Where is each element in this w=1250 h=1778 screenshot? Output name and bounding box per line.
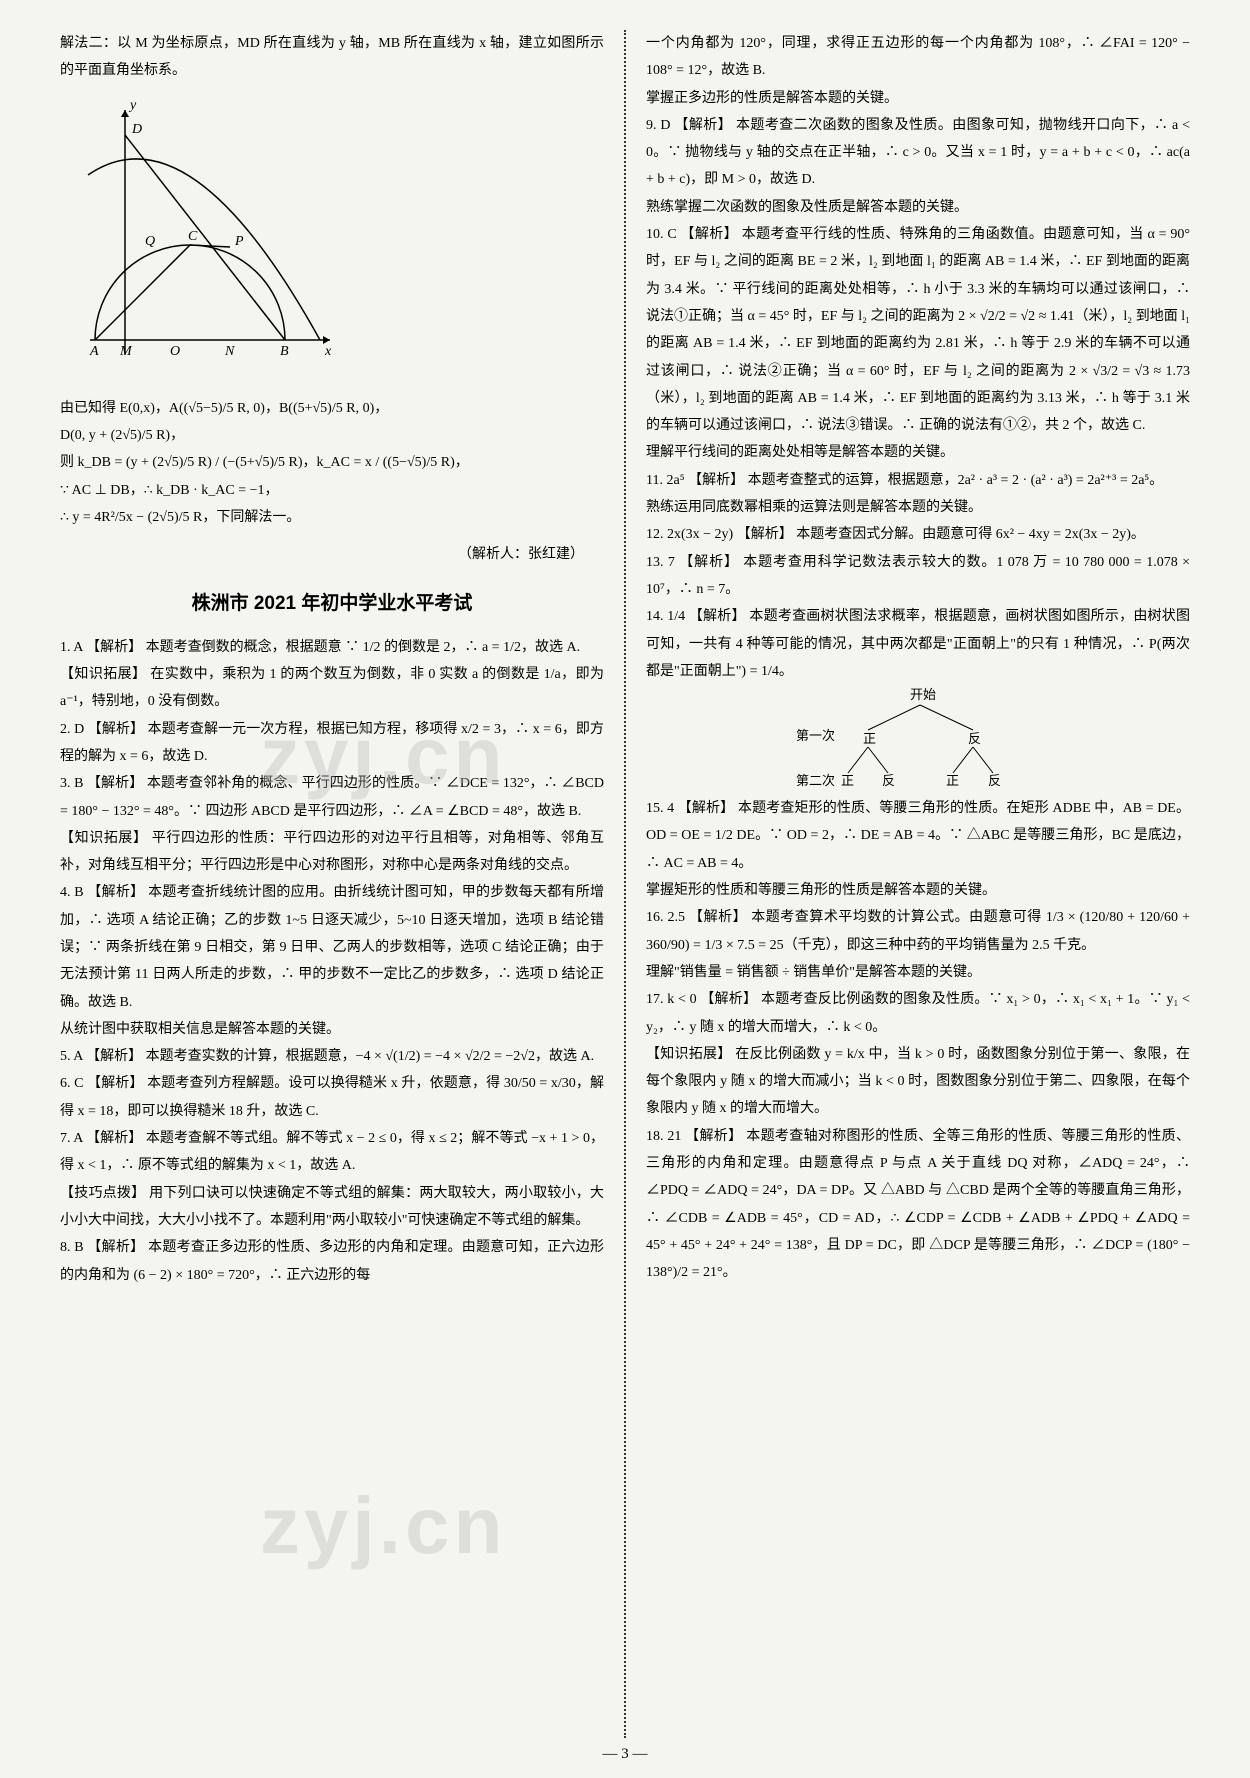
right-column: 一个内角都为 120°，同理，求得正五边形的每一个内角都为 108°，∴ ∠FA… (646, 30, 1190, 1738)
svg-text:C: C (188, 229, 198, 244)
q11tip: 熟练运用同底数幂相乘的运算法则是解答本题的关键。 (646, 494, 1190, 521)
q15: 15. 4 【解析】 本题考查矩形的性质、等腰三角形的性质。在矩形 ADBE 中… (646, 795, 1190, 877)
svg-text:正: 正 (863, 731, 876, 746)
probability-tree: 开始 第一次 正 反 第二次 正 反 正 反 (788, 685, 1048, 795)
eq3: 则 k_DB = (y + (2√5)/5 R) / (−(5+√5)/5 R)… (60, 449, 604, 476)
q10: 10. C 【解析】 本题考查平行线的性质、特殊角的三角函数值。由题意可知，当 … (646, 221, 1190, 439)
svg-text:反: 反 (882, 773, 895, 788)
q16: 16. 2.5 【解析】 本题考查算术平均数的计算公式。由题意可得 1/3 × … (646, 904, 1190, 959)
q7: 7. A 【解析】 本题考查解不等式组。解不等式 x − 2 ≤ 0，得 x ≤… (60, 1125, 604, 1180)
q4tip: 从统计图中获取相关信息是解答本题的关键。 (60, 1016, 604, 1043)
svg-text:第二次: 第二次 (796, 773, 835, 788)
q3: 3. B 【解析】 本题考查邻补角的概念、平行四边形的性质。∵ ∠DCE = 1… (60, 770, 604, 825)
q12: 12. 2x(3x − 2y) 【解析】 本题考查因式分解。由题意可得 6x² … (646, 521, 1190, 548)
q8: 8. B 【解析】 本题考查正多边形的性质、多边形的内角和定理。由题意可知，正六… (60, 1234, 604, 1289)
exam-page: 解法二：以 M 为坐标原点，MD 所在直线为 y 轴，MB 所在直线为 x 轴，… (0, 0, 1250, 1778)
q5: 5. A 【解析】 本题考查实数的计算，根据题意，−4 × √(1/2) = −… (60, 1043, 604, 1070)
svg-text:反: 反 (968, 731, 981, 746)
eq4: ∵ AC ⊥ DB，∴ k_DB · k_AC = −1， (60, 477, 604, 504)
svg-text:正: 正 (946, 773, 959, 788)
left-column: 解法二：以 M 为坐标原点，MD 所在直线为 y 轴，MB 所在直线为 x 轴，… (60, 30, 604, 1738)
svg-text:A: A (89, 344, 99, 359)
column-divider (624, 30, 626, 1738)
q9tip: 熟练掌握二次函数的图象及性质是解答本题的关键。 (646, 194, 1190, 221)
q4: 4. B 【解析】 本题考查折线统计图的应用。由折线统计图可知，甲的步数每天都有… (60, 879, 604, 1015)
svg-text:开始: 开始 (910, 687, 936, 702)
q2: 2. D 【解析】 本题考查解一元一次方程，根据已知方程，移项得 x/2 = 3… (60, 716, 604, 771)
q14: 14. 1/4 【解析】 本题考查画树状图法求概率，根据题意，画树状图如图所示，… (646, 603, 1190, 685)
coordinate-diagram: y D Q C P A M O N B x (60, 95, 340, 375)
q1: 1. A 【解析】 本题考查倒数的概念，根据题意 ∵ 1/2 的倒数是 2，∴ … (60, 634, 604, 661)
intro-text: 解法二：以 M 为坐标原点，MD 所在直线为 y 轴，MB 所在直线为 x 轴，… (60, 30, 604, 85)
q8tip: 掌握正多边形的性质是解答本题的关键。 (646, 85, 1190, 112)
q15tip: 掌握矩形的性质和等腰三角形的性质是解答本题的关键。 (646, 877, 1190, 904)
q16tip: 理解"销售量 = 销售额 ÷ 销售单价"是解答本题的关键。 (646, 959, 1190, 986)
svg-text:第一次: 第一次 (796, 728, 835, 743)
q10tip: 理解平行线间的距离处处相等是解答本题的关键。 (646, 439, 1190, 466)
q1tip: 【知识拓展】 在实数中，乘积为 1 的两个数互为倒数，非 0 实数 a 的倒数是… (60, 661, 604, 716)
q6: 6. C 【解析】 本题考查列方程解题。设可以换得糙米 x 升，依题意，得 30… (60, 1070, 604, 1125)
q3tip: 【知识拓展】 平行四边形的性质：平行四边形的对边平行且相等，对角相等、邻角互补，… (60, 825, 604, 880)
q17tip: 【知识拓展】 在反比例函数 y = k/x 中，当 k > 0 时，函数图象分别… (646, 1041, 1190, 1123)
svg-text:P: P (234, 234, 244, 249)
q9: 9. D 【解析】 本题考查二次函数的图象及性质。由图象可知，抛物线开口向下，∴… (646, 112, 1190, 194)
eq1: 由已知得 E(0,x)，A((√5−5)/5 R, 0)，B((5+√5)/5 … (60, 395, 604, 422)
q13: 13. 7 【解析】 本题考查用科学记数法表示较大的数。1 078 万 = 10… (646, 549, 1190, 604)
svg-text:N: N (224, 344, 235, 359)
eq5: ∴ y = 4R²/5x − (2√5)/5 R，下同解法一。 (60, 504, 604, 531)
q11: 11. 2a⁵ 【解析】 本题考查整式的运算，根据题意，2a² · a³ = 2… (646, 467, 1190, 494)
q18: 18. 21 【解析】 本题考查轴对称图形的性质、全等三角形的性质、等腰三角形的… (646, 1123, 1190, 1287)
svg-text:O: O (170, 344, 180, 359)
svg-text:B: B (280, 344, 289, 359)
svg-text:M: M (119, 344, 133, 359)
svg-text:反: 反 (988, 773, 1001, 788)
svg-text:x: x (324, 344, 332, 359)
svg-text:正: 正 (841, 773, 854, 788)
q7tip: 【技巧点拨】 用下列口诀可以快速确定不等式组的解集：两大取较大，两小取较小，大小… (60, 1180, 604, 1235)
q8cont: 一个内角都为 120°，同理，求得正五边形的每一个内角都为 108°，∴ ∠FA… (646, 30, 1190, 85)
q17: 17. k < 0 【解析】 本题考查反比例函数的图象及性质。∵ x₁ > 0，… (646, 986, 1190, 1041)
page-number: — 3 — (603, 1746, 648, 1763)
exam-title: 株洲市 2021 年初中学业水平考试 (60, 585, 604, 622)
svg-text:D: D (131, 122, 142, 137)
svg-text:Q: Q (145, 234, 155, 249)
eq2: D(0, y + (2√5)/5 R)， (60, 422, 604, 449)
signature: （解析人：张红建） (60, 541, 584, 568)
svg-text:y: y (128, 98, 137, 113)
